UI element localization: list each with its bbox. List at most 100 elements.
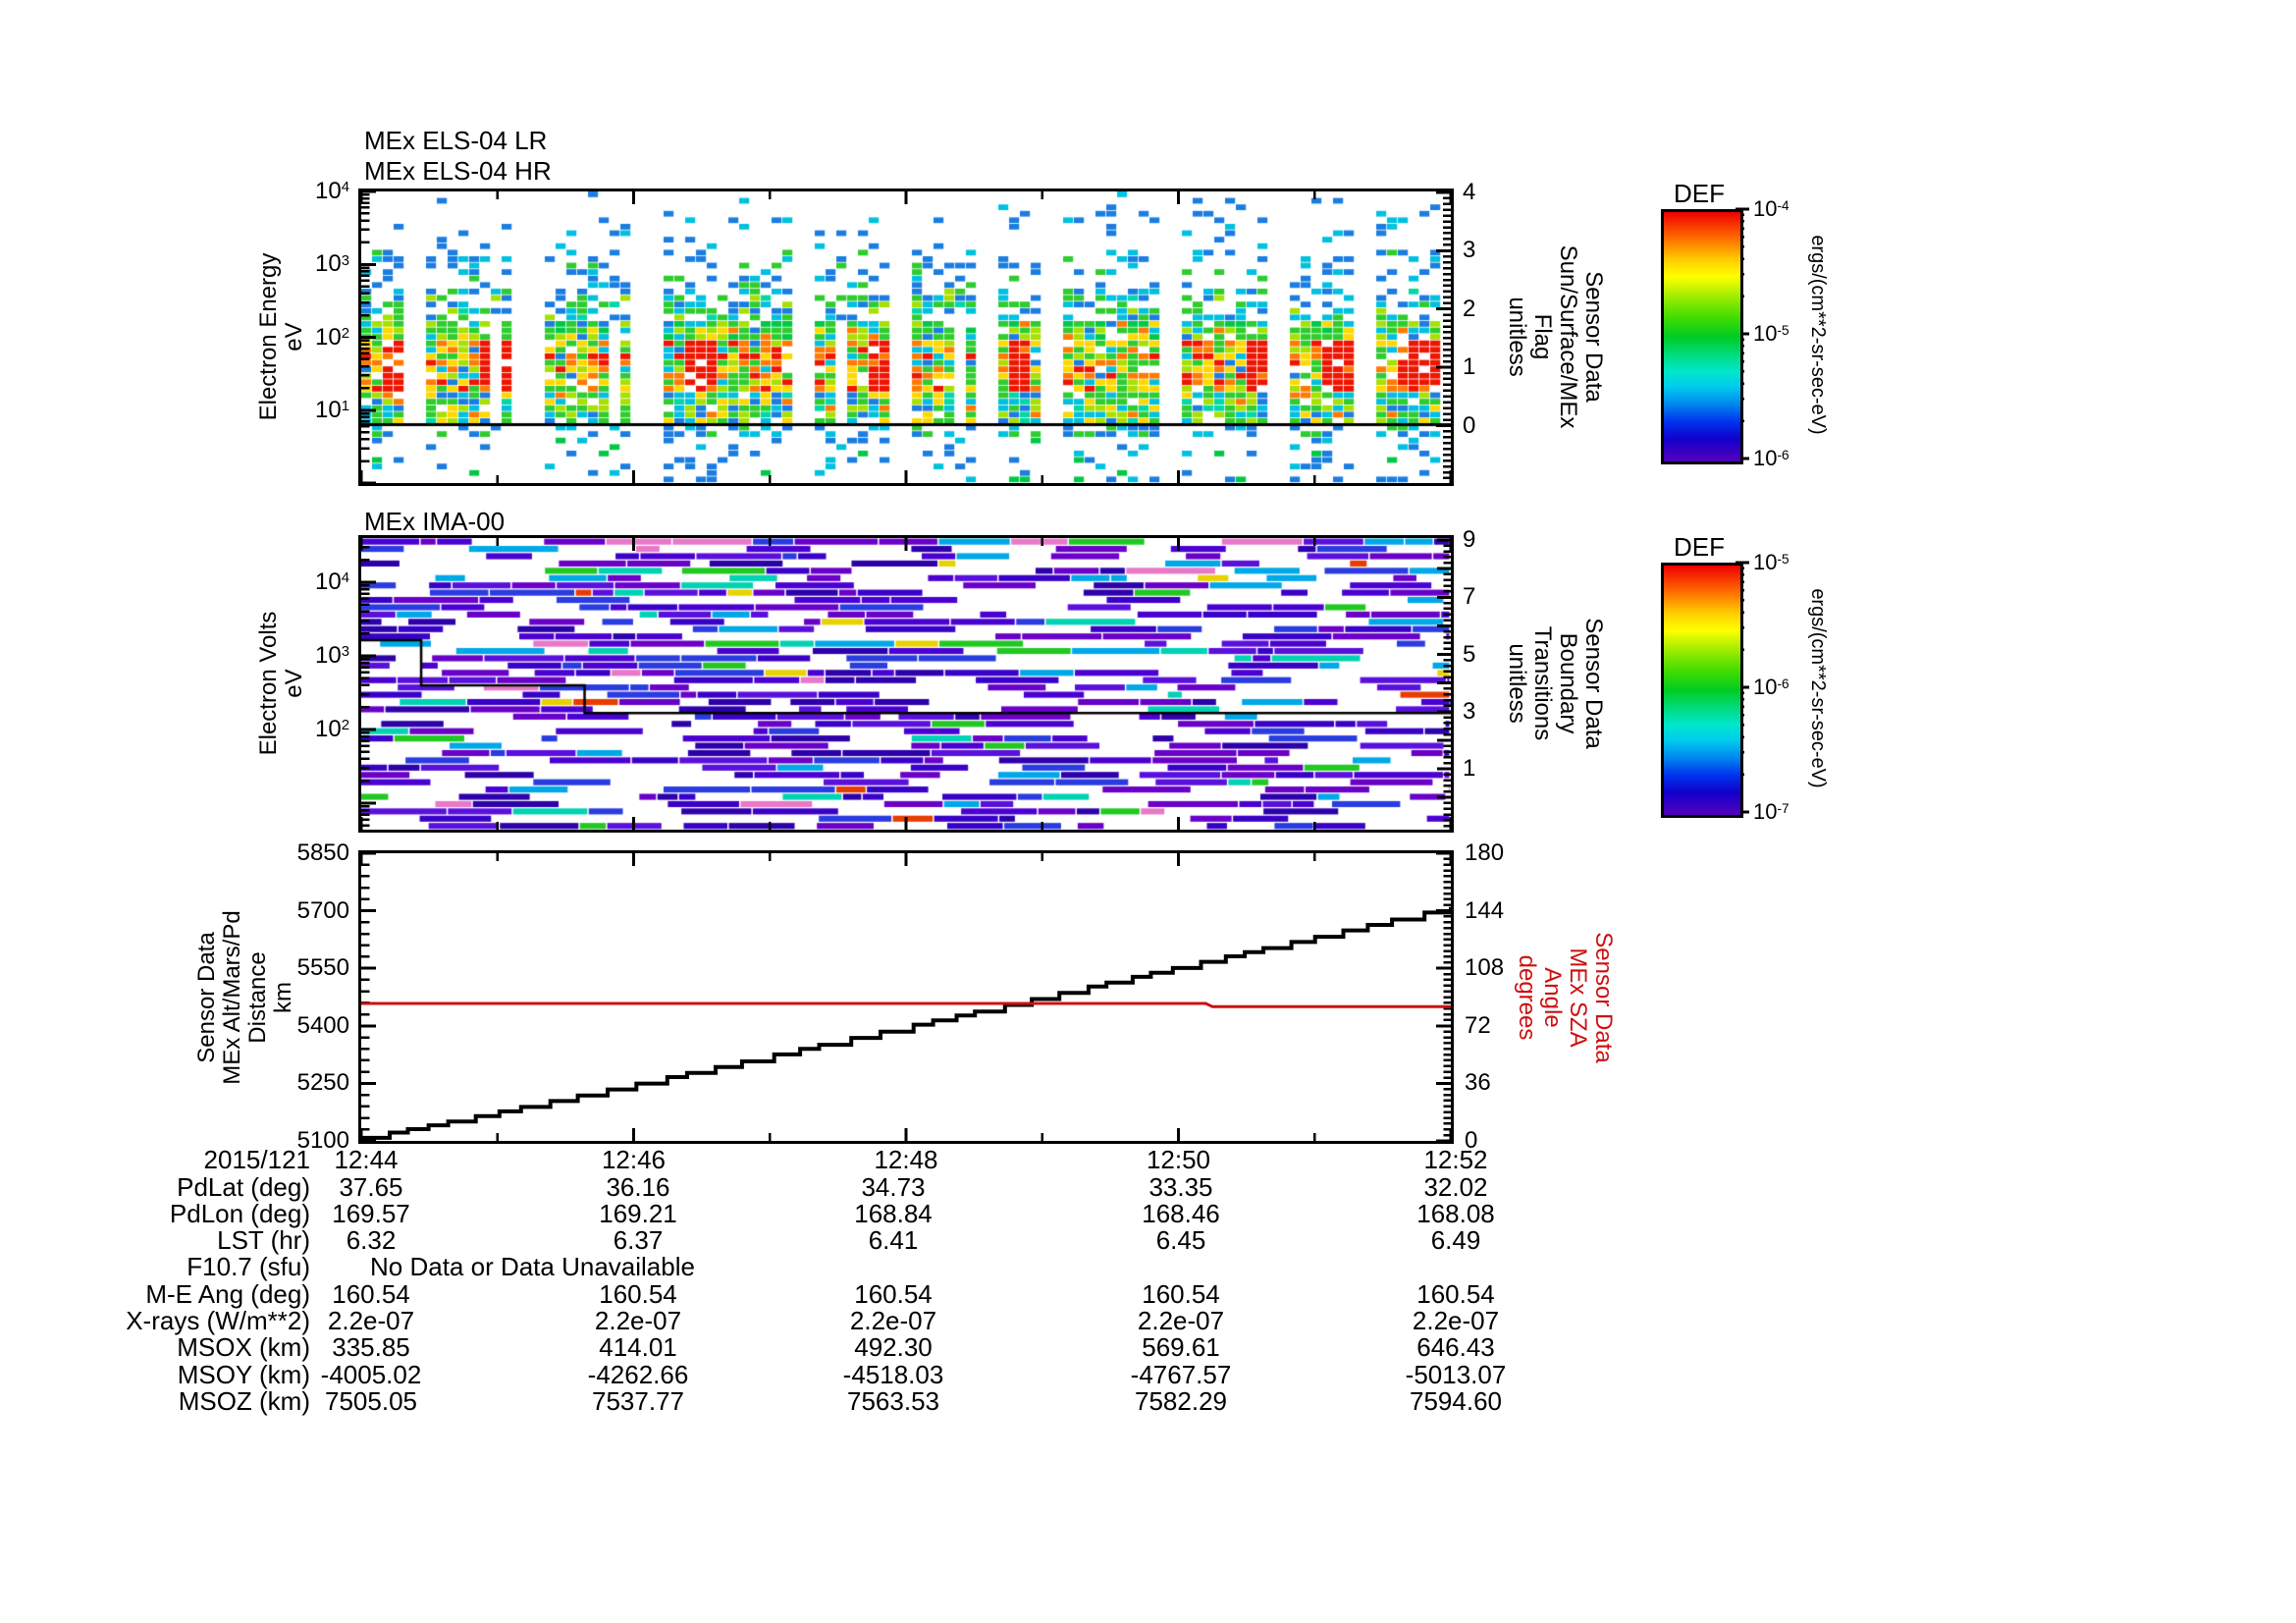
ytick-label-sza: 144 — [1465, 896, 1505, 924]
els-spectrogram-canvas — [361, 191, 1451, 483]
colorbar-tick-label: 10-4 — [1753, 196, 1789, 221]
table-cell: 160.54 — [1142, 1279, 1220, 1309]
ytick-label-sza: 0 — [1465, 1127, 1478, 1154]
ytick-label-els: 103 — [315, 250, 349, 278]
time-column-label: 12:44 — [334, 1145, 399, 1174]
table-cell: -4518.03 — [842, 1360, 944, 1389]
ytick-label-ima: 102 — [315, 716, 349, 742]
table-cell: 6.37 — [613, 1225, 664, 1255]
time-column-label: 12:50 — [1146, 1145, 1211, 1174]
table-cell: 646.43 — [1416, 1332, 1495, 1362]
axis-label-line: MEx SZA — [1565, 947, 1591, 1048]
ytick-label-els: 101 — [315, 396, 349, 423]
table-cell: 7582.29 — [1135, 1386, 1227, 1416]
panel1-title-line1: MEx ELS-04 LR — [364, 126, 548, 155]
table-row-label: X-rays (W/m**2) — [126, 1306, 310, 1335]
table-cell: 169.21 — [599, 1199, 677, 1228]
colorbar-tick-label: 10-5 — [1753, 550, 1789, 574]
table-cell: 160.54 — [332, 1279, 410, 1309]
table-cell: 7537.77 — [592, 1386, 684, 1416]
table-cell: 569.61 — [1142, 1332, 1220, 1362]
table-cell: -4262.66 — [587, 1360, 689, 1389]
ytick-label-alt: 5100 — [296, 1127, 349, 1154]
table-row-label: MSOX (km) — [177, 1332, 310, 1362]
table-cell: 6.49 — [1430, 1225, 1481, 1255]
colorbar-tick-label: 10-5 — [1753, 321, 1789, 346]
table-row-label: PdLon (deg) — [169, 1199, 310, 1228]
colorbar-tick-label: 10-6 — [1753, 675, 1789, 699]
table-row-label: LST (hr) — [217, 1225, 310, 1255]
table-cell: 160.54 — [1416, 1279, 1495, 1309]
panel1-title-line2: MEx ELS-04 HR — [364, 156, 552, 186]
colorbar-tick-label: 10-6 — [1753, 446, 1789, 470]
ytick-label-flag: 1 — [1463, 353, 1476, 381]
time-column-label: 12:46 — [601, 1145, 667, 1174]
ytick-label-ima: 104 — [315, 568, 349, 595]
table-row-label: PdLat (deg) — [177, 1172, 310, 1202]
ytick-label-boundary: 1 — [1463, 755, 1476, 782]
ytick-label-boundary: 3 — [1463, 697, 1476, 725]
table-row-label: MSOY (km) — [177, 1360, 310, 1389]
table-cell: 7594.60 — [1410, 1386, 1502, 1416]
axis-label-line: Sensor Data — [193, 932, 220, 1063]
ytick-label-flag: 3 — [1463, 237, 1476, 264]
ytick-label-flag: 4 — [1463, 178, 1476, 205]
table-cell: 160.54 — [854, 1279, 933, 1309]
ytick-label-els: 104 — [315, 178, 349, 204]
table-cell: -4005.02 — [320, 1360, 422, 1389]
table-cell: 168.46 — [1142, 1199, 1220, 1228]
table-row-label: MSOZ (km) — [178, 1386, 310, 1416]
date-label: 2015/121 — [203, 1145, 310, 1174]
axis-label-line: MEx Alt/Mars/Pd — [219, 910, 245, 1085]
table-row-label: M-E Ang (deg) — [145, 1279, 310, 1309]
colorbar1 — [1661, 209, 1743, 464]
table-cell: 168.08 — [1416, 1199, 1495, 1228]
table-cell: 37.65 — [339, 1172, 403, 1202]
table-cell: 34.73 — [861, 1172, 926, 1202]
ytick-label-alt: 5400 — [296, 1011, 349, 1039]
ytick-label-ima: 103 — [315, 642, 349, 669]
table-cell: 2.2e-07 — [1412, 1306, 1500, 1335]
ytick-label-boundary: 9 — [1463, 526, 1476, 553]
table-cell: 2.2e-07 — [594, 1306, 682, 1335]
table-cell: 2.2e-07 — [849, 1306, 937, 1335]
ytick-label-sza: 180 — [1465, 839, 1505, 866]
ytick-label-flag: 2 — [1463, 295, 1476, 322]
ytick-label-els: 102 — [315, 323, 349, 351]
time-column-label: 12:52 — [1423, 1145, 1488, 1174]
table-cell: 335.85 — [332, 1332, 410, 1362]
colorbar2 — [1661, 563, 1743, 818]
ima-spectrogram-canvas — [361, 538, 1451, 830]
time-column-label: 12:48 — [874, 1145, 938, 1174]
colorbar-tick-label: 10-7 — [1753, 799, 1789, 824]
table-row-label: F10.7 (sfu) — [187, 1252, 310, 1281]
table-cell: 492.30 — [854, 1332, 933, 1362]
table-cell: 2.2e-07 — [327, 1306, 415, 1335]
axis-label-line: Sun/Surface/MEx — [1555, 244, 1581, 429]
colorbar1-title: DEF — [1674, 179, 1725, 208]
table-cell: 7563.53 — [847, 1386, 939, 1416]
table-cell: 6.45 — [1155, 1225, 1206, 1255]
ytick-label-sza: 72 — [1465, 1011, 1491, 1039]
table-cell: 414.01 — [599, 1332, 677, 1362]
table-cell: 160.54 — [599, 1279, 677, 1309]
axis-label-line: Sensor Data — [1580, 271, 1607, 403]
ytick-label-flag: 0 — [1463, 411, 1476, 439]
ytick-label-sza: 36 — [1465, 1069, 1491, 1097]
ytick-label-boundary: 7 — [1463, 583, 1476, 611]
table-cell: 6.32 — [346, 1225, 397, 1255]
table-cell: 36.16 — [606, 1172, 670, 1202]
table-cell: 2.2e-07 — [1137, 1306, 1225, 1335]
table-cell: 168.84 — [854, 1199, 933, 1228]
no-data-text: No Data or Data Unavailable — [370, 1252, 695, 1281]
ytick-label-boundary: 5 — [1463, 640, 1476, 668]
table-cell: -5013.07 — [1405, 1360, 1507, 1389]
table-cell: 169.57 — [332, 1199, 410, 1228]
table-cell: 32.02 — [1423, 1172, 1488, 1202]
table-cell: 7505.05 — [325, 1386, 417, 1416]
table-cell: -4767.57 — [1130, 1360, 1232, 1389]
axis-label-line: Sensor Data — [1590, 932, 1617, 1063]
ytick-label-alt: 5550 — [296, 954, 349, 982]
table-cell: 6.41 — [868, 1225, 919, 1255]
